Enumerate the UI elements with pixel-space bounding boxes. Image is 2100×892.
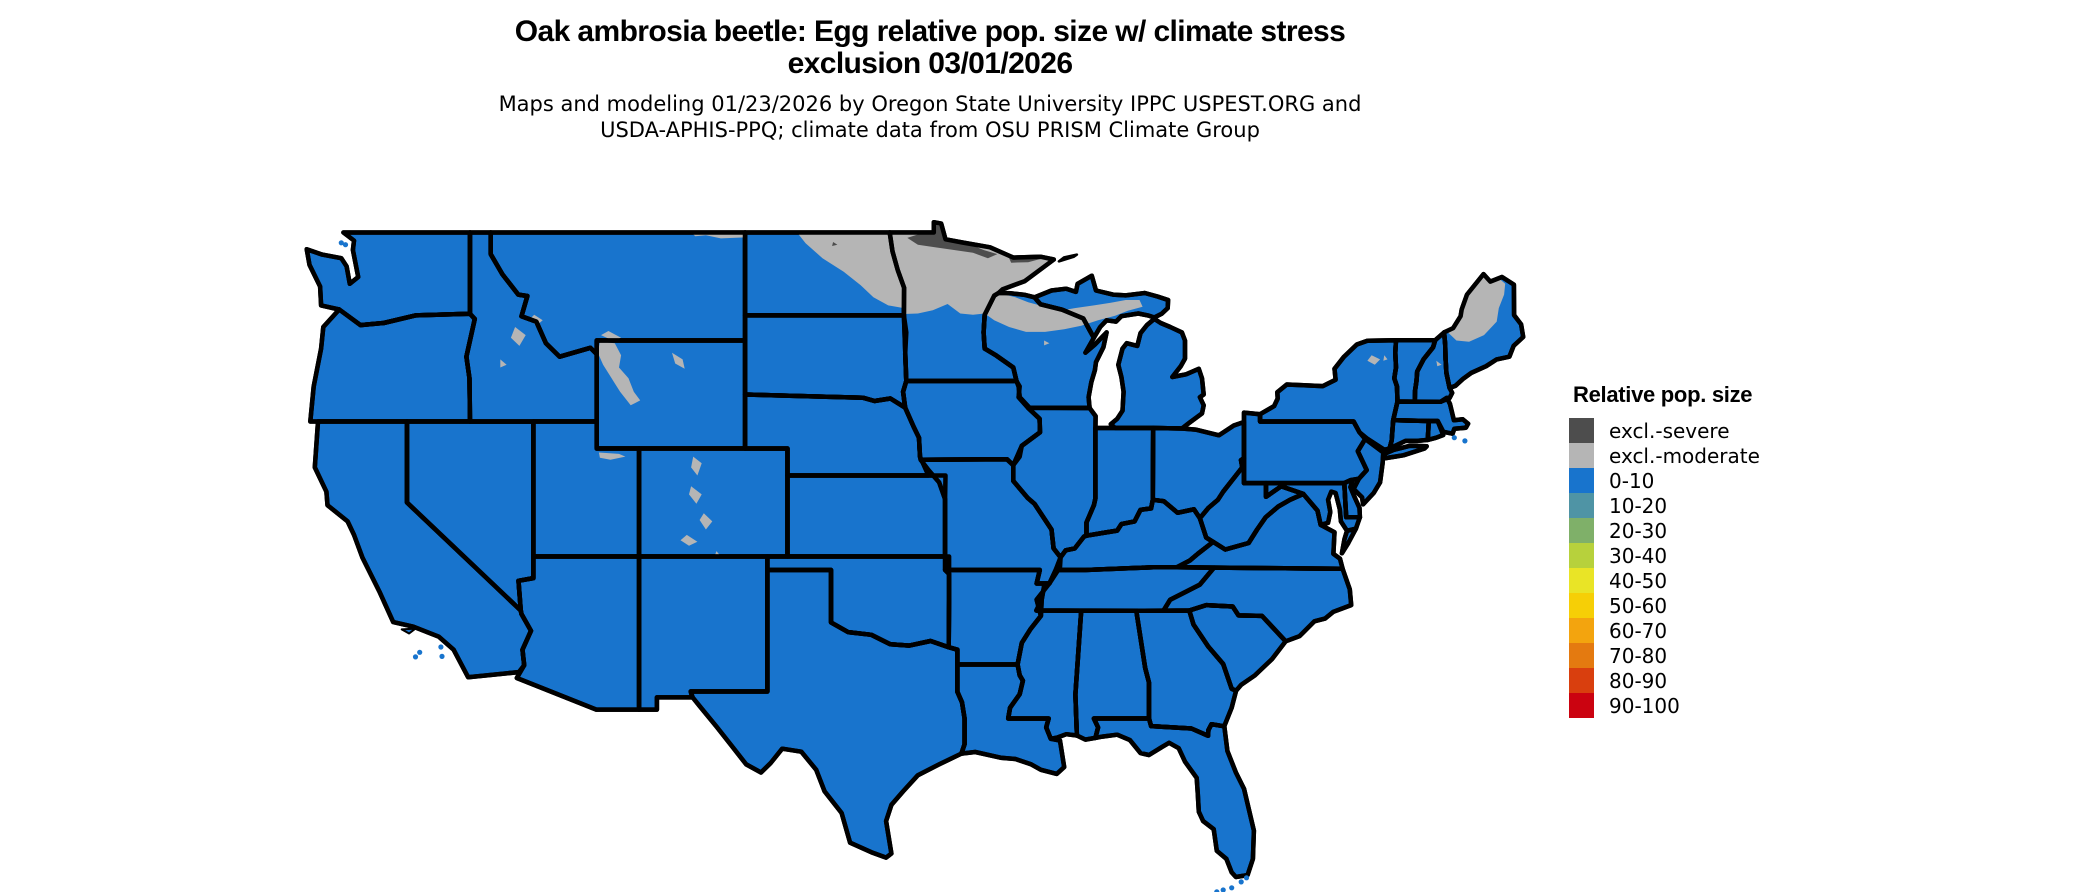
legend-item-r30_40: 30-40 xyxy=(1569,543,1760,568)
legend-label: 40-50 xyxy=(1609,568,1668,593)
exclusion-moderate-patch-13 xyxy=(510,327,526,346)
state-border-long_island xyxy=(1381,443,1429,461)
island-dot-3 xyxy=(412,654,419,660)
island-dot-0 xyxy=(417,649,423,655)
state-border-texas xyxy=(688,567,967,860)
legend-label: 60-70 xyxy=(1609,618,1668,643)
legend-swatch xyxy=(1569,543,1594,568)
state-florida xyxy=(1091,716,1257,880)
legend-swatch xyxy=(1569,493,1594,518)
state-washington xyxy=(304,230,473,328)
legend-item-r40_50: 40-50 xyxy=(1569,568,1760,593)
legend-item-r70_80: 70-80 xyxy=(1569,643,1760,668)
exclusion-moderate-patch-9 xyxy=(689,486,702,504)
state-border-washington xyxy=(304,230,473,328)
exclusion-moderate-patch-3 xyxy=(1447,274,1506,342)
map-legend: Relative pop. size excl.-severe excl.-mod… xyxy=(1569,383,1760,718)
exclusion-moderate-patch-7 xyxy=(598,452,626,460)
legend-title: Relative pop. size xyxy=(1573,382,1753,407)
legend-label: 10-20 xyxy=(1609,493,1668,518)
island-dot-8 xyxy=(1214,889,1220,892)
us-map xyxy=(304,219,1526,892)
subtitle-line1: Maps and modeling 01/23/2026 by Oregon S… xyxy=(498,92,1362,116)
channel-islands xyxy=(400,627,417,635)
legend-item-r60_70: 60-70 xyxy=(1569,618,1760,643)
legend-swatch xyxy=(1569,443,1594,468)
exclusion-moderate-patch-19 xyxy=(1044,340,1050,346)
exclusion-moderate-patch-17 xyxy=(1383,355,1388,361)
legend-item-excl_severe: excl.-severe xyxy=(1569,418,1760,443)
exclusion-moderate-patch-11 xyxy=(680,534,698,546)
legend-label: 0-10 xyxy=(1609,468,1655,493)
page-title-line2: exclusion 03/01/2026 xyxy=(787,47,1073,80)
legend-label: 70-80 xyxy=(1609,643,1668,668)
legend-label: 90-100 xyxy=(1609,693,1680,718)
state-border-florida xyxy=(1091,716,1257,880)
state-kansas xyxy=(785,473,948,559)
state-oregon xyxy=(308,307,478,424)
legend-label: 80-90 xyxy=(1609,668,1668,693)
state-border-new_jersey xyxy=(1351,436,1386,507)
exclusion-moderate-patch-15 xyxy=(500,359,507,368)
legend-swatch xyxy=(1569,668,1594,693)
island-dot-5 xyxy=(1238,879,1244,885)
islands xyxy=(338,240,1468,892)
legend-label: 50-60 xyxy=(1609,593,1668,618)
exclusion-moderate-patch-10 xyxy=(699,513,713,530)
exclusion-moderate-patch-16 xyxy=(1367,355,1381,365)
legend-item-excl_moderate: excl.-moderate xyxy=(1569,443,1760,468)
island-dot-11 xyxy=(342,242,349,248)
island-dot-6 xyxy=(1229,885,1235,891)
island-dot-9 xyxy=(1451,435,1457,441)
legend-swatch xyxy=(1569,618,1594,643)
legend-label: excl.-severe xyxy=(1609,418,1730,443)
legend-swatch xyxy=(1569,643,1594,668)
subtitle-line2: USDA-APHIS-PPQ; climate data from OSU PR… xyxy=(600,118,1260,142)
state-new_mexico xyxy=(636,554,770,712)
legend-swatch xyxy=(1569,518,1594,543)
exclusion-moderate-patch-8 xyxy=(691,456,702,476)
legend-label: 30-40 xyxy=(1609,543,1668,568)
exclusion-moderate-patch-6 xyxy=(601,331,622,341)
legend-item-r10_20: 10-20 xyxy=(1569,493,1760,518)
island-dot-10 xyxy=(1462,438,1468,444)
legend-swatch xyxy=(1569,468,1594,493)
legend-rows: excl.-severe excl.-moderate 0-10 10-20 20-30… xyxy=(1569,418,1760,718)
exclusion-severe-patch-2 xyxy=(832,242,838,246)
isle-royale xyxy=(1057,253,1079,263)
exclusion-moderate-patch-18 xyxy=(1436,360,1442,367)
state-border-north_carolina xyxy=(1161,565,1354,644)
state-border-michigan_lp xyxy=(1108,316,1206,431)
us-map-container xyxy=(301,219,1541,892)
island-dot-4 xyxy=(1243,875,1250,881)
legend-item-r80_90: 80-90 xyxy=(1569,668,1760,693)
legend-label: excl.-moderate xyxy=(1609,443,1760,468)
island-dot-7 xyxy=(1220,887,1226,892)
exclusion-moderate-patch-0 xyxy=(797,232,904,309)
exclusion-moderate-patch-5 xyxy=(672,352,685,369)
page-title-line1: Oak ambrosia beetle: Egg relative pop. s… xyxy=(514,15,1346,48)
state-colorado xyxy=(636,446,790,559)
island-dot-12 xyxy=(338,240,344,246)
figure-subtitle: Maps and modeling 01/23/2026 by Oregon S… xyxy=(0,91,1860,143)
exclusion-moderate-patch-4 xyxy=(597,341,641,406)
legend-label: 20-30 xyxy=(1609,518,1668,543)
state-borders xyxy=(304,219,1526,880)
island-dot-1 xyxy=(438,644,444,650)
state-border-michigan_up xyxy=(1032,273,1171,341)
island-dot-2 xyxy=(439,653,445,659)
figure-header: Oak ambrosia beetle: Egg relative pop. s… xyxy=(0,16,1860,143)
legend-swatch xyxy=(1569,418,1594,443)
legend-swatch xyxy=(1569,568,1594,593)
legend-item-r90_100: 90-100 xyxy=(1569,693,1760,718)
legend-item-r20_30: 20-30 xyxy=(1569,518,1760,543)
legend-swatch xyxy=(1569,693,1594,718)
legend-swatch xyxy=(1569,593,1594,618)
legend-item-r0_10: 0-10 xyxy=(1569,468,1760,493)
legend-item-r50_60: 50-60 xyxy=(1569,593,1760,618)
state-border-maine xyxy=(1441,271,1526,391)
